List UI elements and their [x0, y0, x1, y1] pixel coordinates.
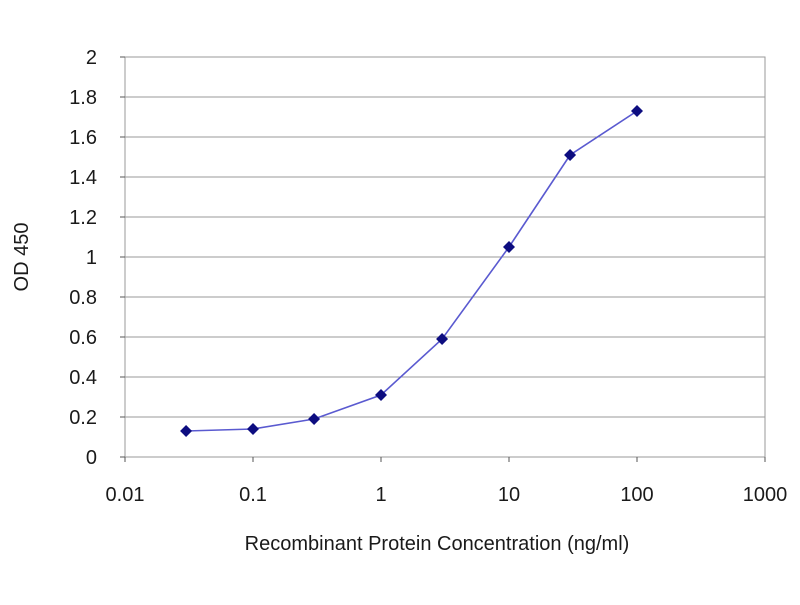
x-tick-label: 0.1 — [239, 484, 267, 506]
x-tick-label: 10 — [498, 484, 520, 506]
y-axis-ticks: 0 0.2 0.4 0.6 0.8 1 1.2 1.4 1.6 1.8 2 — [69, 47, 125, 469]
x-tick-label: 0.01 — [106, 484, 145, 506]
x-tick-label: 1000 — [743, 484, 788, 506]
data-point-marker — [180, 425, 193, 437]
y-tick-label: 1.6 — [69, 127, 97, 149]
data-point-marker — [503, 241, 515, 253]
y-tick-label: 1 — [86, 247, 97, 269]
x-axis-ticks: 0.01 0.1 1 10 100 1000 — [106, 457, 788, 506]
x-tick-label: 100 — [620, 484, 653, 506]
data-point-marker — [564, 149, 577, 161]
data-point-marker — [631, 105, 643, 117]
y-tick-label: 0.2 — [69, 407, 97, 429]
x-axis-title: Recombinant Protein Concentration (ng/ml… — [245, 533, 630, 555]
y-tick-label: 0.6 — [69, 327, 97, 349]
y-tick-label: 0.4 — [69, 367, 97, 389]
data-point-marker — [308, 413, 321, 425]
x-tick-label: 1 — [375, 484, 386, 506]
y-tick-label: 0.8 — [69, 287, 97, 309]
grid-layer — [125, 56, 765, 458]
data-point-marker — [375, 389, 387, 401]
data-point-marker — [436, 333, 449, 345]
y-tick-label: 1.4 — [69, 167, 97, 189]
series-line — [186, 110, 638, 432]
series-layer — [180, 105, 643, 437]
y-axis-title: OD 450 — [11, 223, 33, 292]
data-point-marker — [247, 423, 259, 435]
y-tick-label: 2 — [86, 47, 97, 69]
y-tick-label: 1.2 — [69, 207, 97, 229]
y-tick-label: 0 — [86, 447, 97, 469]
y-tick-label: 1.8 — [69, 87, 97, 109]
